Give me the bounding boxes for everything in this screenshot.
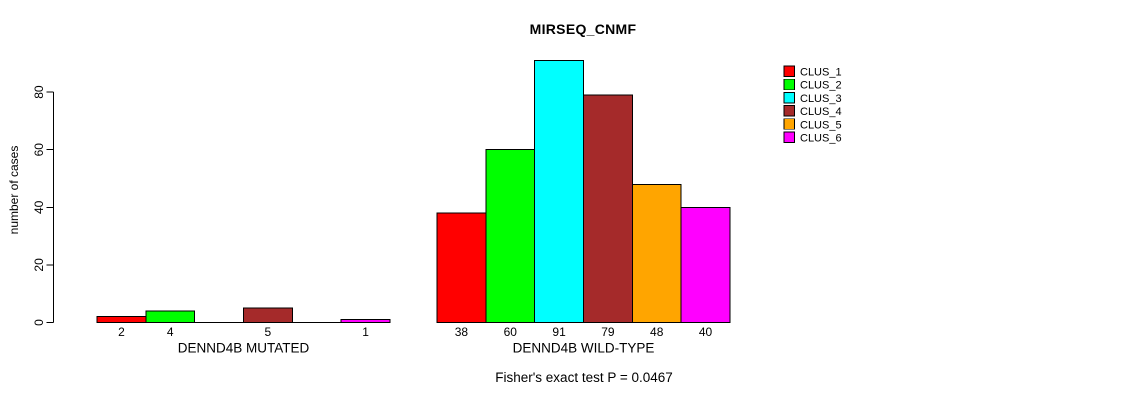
bar-clus_4-group1 xyxy=(242,307,293,324)
y-tick-label: 80 xyxy=(32,85,46,99)
bar-clus_5-group2 xyxy=(631,183,682,323)
legend-label-clus_2: CLUS_2 xyxy=(800,80,842,92)
legend-label-clus_5: CLUS_5 xyxy=(800,119,842,131)
group-label: DENND4B MUTATED xyxy=(178,341,310,356)
y-tick-label: 60 xyxy=(32,143,46,157)
bar-clus_3-group2 xyxy=(534,59,584,323)
bar-value-label: 38 xyxy=(455,325,469,339)
group-label: DENND4B WILD-TYPE xyxy=(513,341,655,356)
legend-label-clus_3: CLUS_3 xyxy=(800,93,842,105)
bar-value-label: 79 xyxy=(601,325,615,339)
chart-title: MIRSEQ_CNMF xyxy=(529,21,637,37)
bar-clus_1-group1 xyxy=(96,316,147,323)
bar-value-label: 40 xyxy=(699,325,713,339)
legend-swatch-clus_3 xyxy=(783,92,795,104)
y-tick-label: 40 xyxy=(32,200,46,214)
fisher-test-annotation: Fisher's exact test P = 0.0467 xyxy=(495,370,673,385)
legend-swatch-clus_6 xyxy=(783,131,795,143)
bar-clus_2-group1 xyxy=(145,310,196,324)
legend-swatch-clus_1 xyxy=(783,65,795,77)
y-tick-label: 0 xyxy=(32,319,46,326)
y-axis-label: number of cases xyxy=(7,145,21,235)
bar-value-label: 60 xyxy=(504,325,518,339)
bar-value-label: 5 xyxy=(265,325,272,339)
legend-label-clus_1: CLUS_1 xyxy=(800,67,842,79)
bar-clus_4-group2 xyxy=(582,94,633,324)
bar-value-label: 91 xyxy=(552,325,566,339)
bar-clus_6-group2 xyxy=(680,206,731,323)
bar-clus_6-group1 xyxy=(340,319,391,323)
bar-clus_2-group2 xyxy=(485,149,536,323)
bar-clus_1-group2 xyxy=(436,212,487,323)
legend-label-clus_4: CLUS_4 xyxy=(800,106,842,118)
bar-value-label: 2 xyxy=(118,325,125,339)
y-tick-label: 20 xyxy=(32,258,46,272)
bar-value-label: 4 xyxy=(167,325,174,339)
legend-swatch-clus_2 xyxy=(783,78,795,91)
legend-label-clus_6: CLUS_6 xyxy=(800,133,842,145)
bar-value-label: 48 xyxy=(650,325,664,339)
legend-swatch-clus_5 xyxy=(783,118,795,130)
bar-value-label: 1 xyxy=(362,325,369,339)
legend-swatch-clus_4 xyxy=(783,105,795,117)
